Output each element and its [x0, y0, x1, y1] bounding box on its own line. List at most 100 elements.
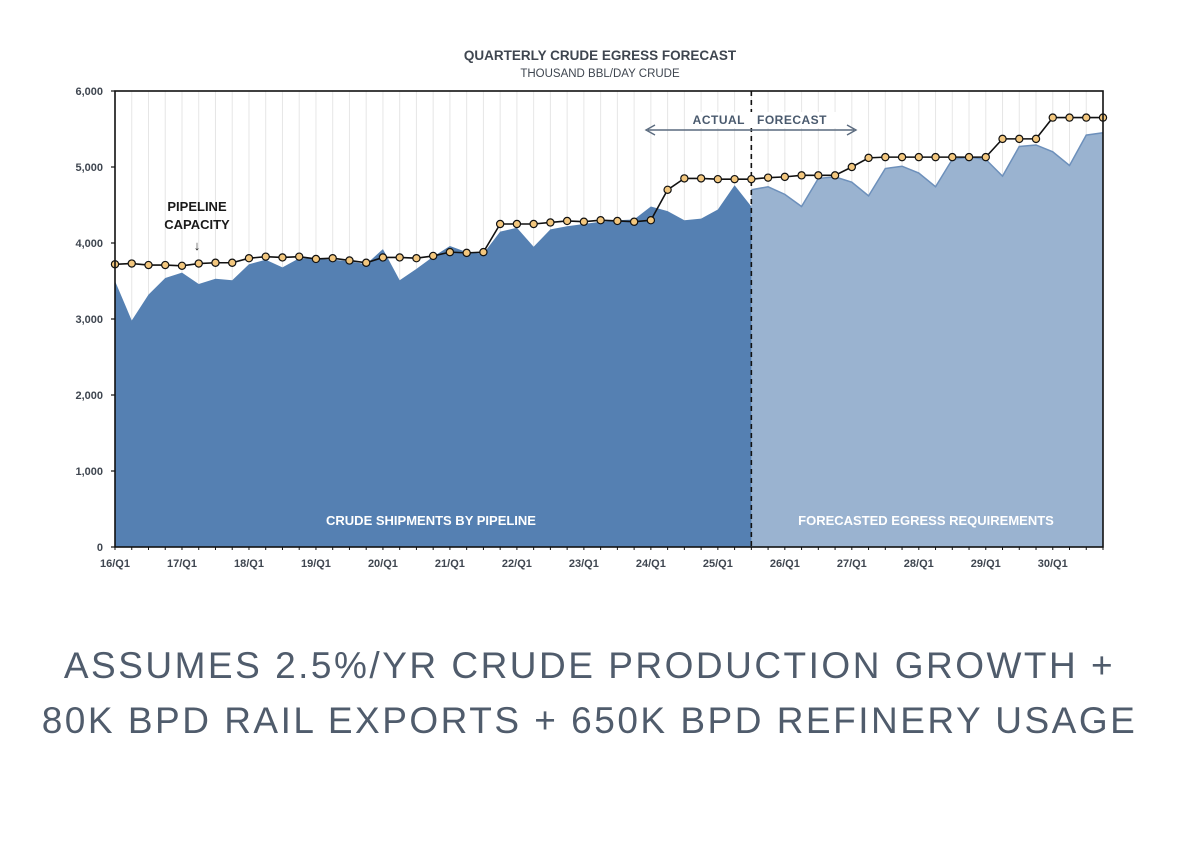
pipeline-shipments-label: CRUDE SHIPMENTS BY PIPELINE — [326, 513, 536, 528]
capacity-point — [629, 217, 639, 226]
chart-title: QUARTERLY CRUDE EGRESS FORECAST — [464, 48, 737, 63]
capacity-point — [1048, 113, 1057, 122]
forecast-egress-area — [751, 132, 1103, 548]
pipeline-capacity-arrow: ↓ — [194, 238, 201, 253]
arrow-left-icon — [644, 124, 656, 136]
capacity-point — [479, 247, 488, 257]
capacity-point — [596, 215, 605, 225]
capacity-point — [1082, 113, 1091, 122]
capacity-point — [361, 258, 371, 267]
capacity-point — [897, 152, 907, 162]
y-tick-label: 1,000 — [75, 466, 103, 478]
chart: QUARTERLY CRUDE EGRESS FORECAST THOUSAND… — [75, 48, 1108, 570]
capacity-line-layer — [110, 91, 1108, 547]
axes — [111, 90, 1104, 550]
capacity-point — [931, 152, 940, 162]
tick-labels: 6,000 5,000 4,000 3,000 2,000 1,000 0 16/Q1 17/Q… — [75, 86, 1067, 570]
capacity-point — [462, 248, 471, 258]
capacity-point — [797, 171, 806, 180]
capacity-point — [378, 253, 388, 262]
capacity-point — [445, 247, 455, 257]
x-tick-label: 17/Q1 — [167, 558, 197, 570]
y-tick-label: 3,000 — [75, 314, 103, 326]
x-tick-label: 29/Q1 — [971, 558, 1001, 570]
x-tick-label: 28/Q1 — [904, 558, 934, 570]
capacity-point — [646, 215, 656, 225]
forecast-egress-label: FORECASTED EGRESS REQUIREMENTS — [798, 513, 1054, 528]
capacity-point — [228, 258, 237, 267]
capacity-point — [730, 174, 739, 184]
capacity-point — [562, 216, 572, 226]
capacity-point — [579, 217, 589, 226]
arrow-right-icon — [846, 124, 858, 136]
y-tick-label: 0 — [97, 542, 103, 554]
capacity-point — [830, 171, 840, 180]
capacity-point — [546, 218, 555, 227]
capacity-point — [177, 261, 187, 270]
area-layer — [115, 132, 1104, 548]
capacity-point — [864, 153, 873, 163]
capacity-point — [311, 254, 321, 264]
capacity-point — [964, 152, 974, 162]
x-tick-label: 26/Q1 — [770, 558, 800, 570]
capacity-point — [613, 216, 622, 226]
x-tick-label: 23/Q1 — [569, 558, 599, 570]
capacity-point — [127, 259, 136, 268]
forecast-label: FORECAST — [757, 113, 827, 127]
capacity-point — [981, 152, 990, 162]
x-tick-label: 27/Q1 — [837, 558, 867, 570]
y-tick-label: 2,000 — [75, 390, 103, 402]
x-tick-label: 16/Q1 — [100, 558, 130, 570]
footnote-caption: ASSUMES 2.5%/YR CRUDE PRODUCTION GROWTH … — [41, 645, 1138, 741]
chart-subtitle: THOUSAND BBL/DAY CRUDE — [520, 68, 680, 80]
capacity-point — [295, 252, 304, 261]
capacity-point — [1031, 134, 1041, 144]
capacity-point — [680, 174, 689, 183]
capacity-point — [663, 185, 672, 194]
capacity-point — [780, 172, 790, 182]
capacity-point — [696, 174, 706, 183]
capacity-point — [881, 152, 890, 162]
capacity-point — [512, 219, 522, 229]
capacity-point — [1015, 134, 1024, 144]
x-tick-label: 22/Q1 — [502, 558, 532, 570]
actual-label: ACTUAL — [693, 113, 745, 127]
x-tick-label: 21/Q1 — [435, 558, 465, 570]
x-tick-label: 19/Q1 — [301, 558, 331, 570]
capacity-point — [328, 254, 337, 263]
pipeline-shipments-area — [115, 185, 769, 548]
capacity-point — [395, 253, 404, 262]
capacity-point — [998, 134, 1007, 144]
capacity-point — [345, 256, 354, 265]
capacity-point — [747, 174, 756, 184]
capacity-point — [144, 260, 153, 270]
capacity-point — [412, 254, 421, 263]
capacity-point — [1065, 113, 1074, 122]
x-tick-label: 20/Q1 — [368, 558, 398, 570]
y-tick-label: 6,000 — [75, 86, 103, 98]
capacity-point — [428, 251, 438, 261]
x-tick-label: 30/Q1 — [1038, 558, 1068, 570]
x-tick-label: 25/Q1 — [703, 558, 733, 570]
capacity-point — [914, 152, 923, 162]
capacity-point — [278, 253, 287, 262]
actual-forecast-label-bg — [686, 112, 838, 128]
capacity-point — [763, 173, 773, 182]
y-tick-label: 5,000 — [75, 162, 103, 174]
forecast-egress-edge — [751, 132, 1104, 208]
x-tick-label: 24/Q1 — [636, 558, 666, 570]
capacity-point — [211, 258, 220, 267]
pipeline-capacity-annotation-line2: CAPACITY — [164, 217, 230, 232]
capacity-point — [495, 219, 505, 229]
actual-forecast-annotation: ACTUAL FORECAST — [644, 112, 858, 136]
x-tick-label: 18/Q1 — [234, 558, 264, 570]
capacity-point — [261, 252, 270, 261]
capacity-point — [713, 174, 723, 184]
capacity-point — [244, 254, 254, 263]
capacity-point — [194, 259, 203, 268]
capacity-point — [161, 260, 170, 270]
capacity-point — [814, 171, 823, 180]
capacity-point — [529, 219, 538, 229]
y-tick-label: 4,000 — [75, 238, 103, 250]
pipeline-capacity-annotation-line1: PIPELINE — [167, 199, 227, 214]
